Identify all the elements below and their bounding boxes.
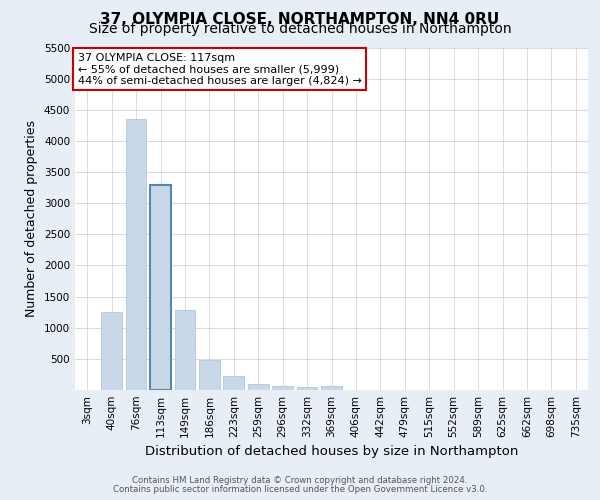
Text: Contains public sector information licensed under the Open Government Licence v3: Contains public sector information licen… [113,485,487,494]
Bar [101,312,122,390]
Bar [296,387,317,390]
Bar [150,184,171,390]
Bar [125,119,146,390]
Bar [175,310,196,390]
X-axis label: Distribution of detached houses by size in Northampton: Distribution of detached houses by size … [145,446,518,458]
Bar [223,376,244,390]
Y-axis label: Number of detached properties: Number of detached properties [25,120,38,318]
Bar [321,386,342,390]
Text: Size of property relative to detached houses in Northampton: Size of property relative to detached ho… [89,22,511,36]
Text: 37 OLYMPIA CLOSE: 117sqm
← 55% of detached houses are smaller (5,999)
44% of sem: 37 OLYMPIA CLOSE: 117sqm ← 55% of detach… [77,52,361,86]
Text: 37, OLYMPIA CLOSE, NORTHAMPTON, NN4 0RU: 37, OLYMPIA CLOSE, NORTHAMPTON, NN4 0RU [100,12,500,26]
Text: Contains HM Land Registry data © Crown copyright and database right 2024.: Contains HM Land Registry data © Crown c… [132,476,468,485]
Bar [272,386,293,390]
Bar [199,360,220,390]
Bar [248,384,269,390]
